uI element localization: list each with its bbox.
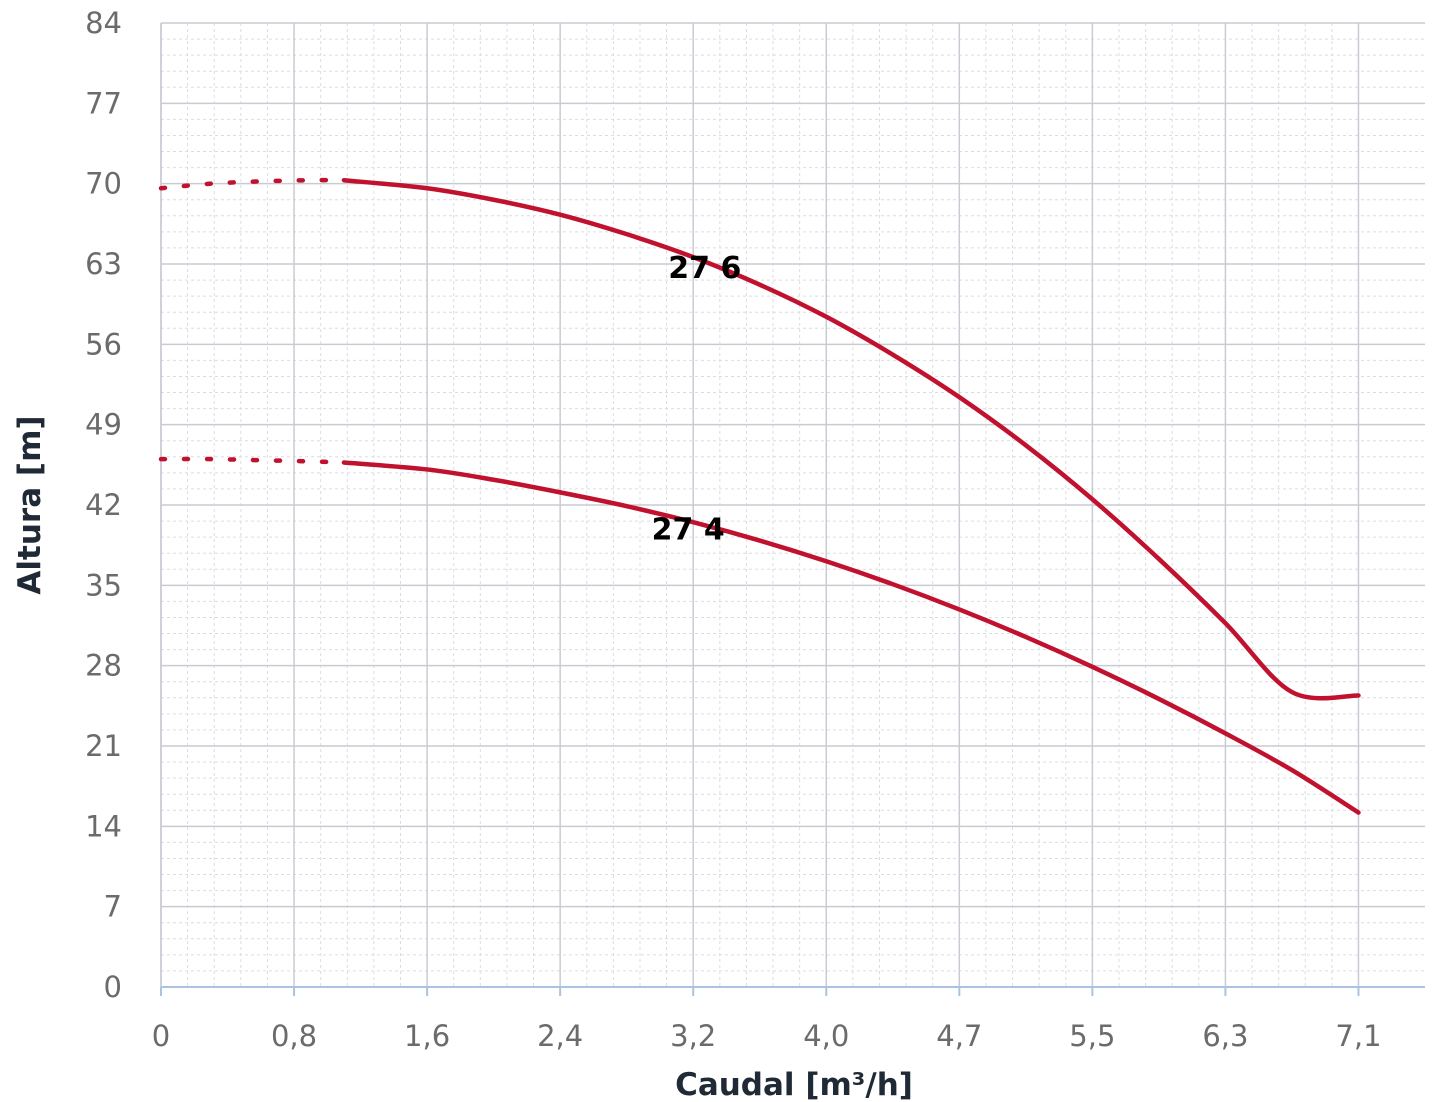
x-tick-label: 0,8 bbox=[271, 1019, 317, 1053]
y-tick-label: 42 bbox=[85, 488, 122, 522]
axes bbox=[160, 23, 1425, 996]
y-tick-label: 77 bbox=[85, 86, 122, 120]
y-tick-label: 0 bbox=[104, 970, 122, 1004]
y-tick-label: 63 bbox=[85, 247, 122, 281]
series-line-0 bbox=[341, 177, 1361, 701]
y-tick-label: 14 bbox=[85, 809, 122, 843]
y-tick-label: 84 bbox=[85, 6, 122, 40]
x-tick-label: 4,7 bbox=[936, 1019, 982, 1053]
y-tick-label: 7 bbox=[104, 890, 122, 924]
series-lines bbox=[158, 177, 1361, 815]
y-tick-label: 49 bbox=[85, 408, 122, 442]
x-tick-label: 5,5 bbox=[1069, 1019, 1115, 1053]
series-dotted-0 bbox=[158, 177, 347, 191]
series-label-1: 27 4 bbox=[652, 512, 725, 547]
y-tick-label: 21 bbox=[85, 729, 122, 763]
tick-labels: 0 0,8 1,6 2,4 3,2 4,0 4,7 5,5 6,3 7,1 0 7 14 21 28 35 42… bbox=[85, 6, 1381, 1053]
series-labels: 27 6 27 4 bbox=[652, 251, 742, 548]
series-line-1 bbox=[341, 460, 1361, 815]
y-tick-label: 28 bbox=[85, 649, 122, 683]
series-dotted-1 bbox=[158, 456, 347, 465]
x-axis-title: Caudal [m³/h] bbox=[675, 1067, 913, 1102]
x-tick-label: 6,3 bbox=[1202, 1019, 1248, 1053]
y-axis-title: Altura [m] bbox=[12, 415, 48, 594]
x-tick-label: 0 bbox=[152, 1019, 170, 1053]
y-tick-label: 35 bbox=[85, 568, 122, 602]
x-tick-label: 1,6 bbox=[404, 1019, 450, 1053]
y-tick-label: 70 bbox=[85, 167, 122, 201]
x-tick-label: 7,1 bbox=[1335, 1019, 1381, 1053]
y-tick-label: 56 bbox=[85, 327, 122, 361]
x-tick-label: 4,0 bbox=[803, 1019, 849, 1053]
x-tick-label: 2,4 bbox=[537, 1019, 583, 1053]
series-label-0: 27 6 bbox=[668, 251, 741, 286]
x-tick-label: 3,2 bbox=[670, 1019, 716, 1053]
